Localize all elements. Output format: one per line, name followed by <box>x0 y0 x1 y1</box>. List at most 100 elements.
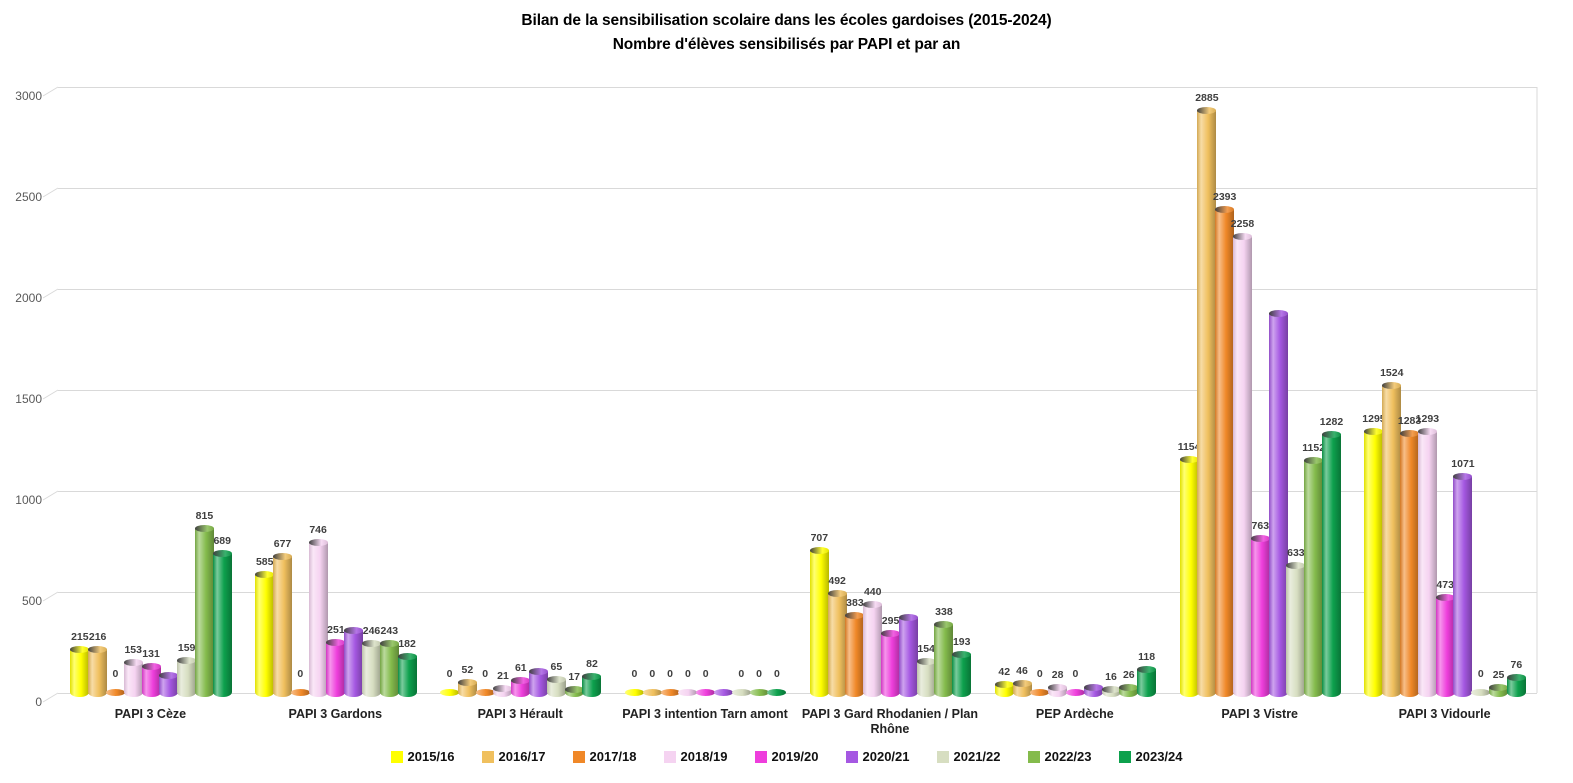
bar-label-2017-18-papi-3-c-ze: 0 <box>112 667 119 680</box>
bar-2020-21-papi-3-vidourle <box>1453 476 1473 697</box>
bar-cap-2019-20-papi-3-h-rault <box>511 677 531 685</box>
bar-label-2023-24-papi-3-h-rault: 82 <box>586 657 598 670</box>
bar-label-2016-17-papi-3-gardons: 677 <box>273 537 292 550</box>
bar-2016-17-papi-3-vistre <box>1197 110 1217 697</box>
bar-label-2018-19-papi-3-vistre: 2258 <box>1230 218 1255 231</box>
bar-zero-2017-18-papi-3-intention-tarn-amont <box>660 689 680 696</box>
bar-cap-2016-17-papi-3-vistre <box>1197 106 1217 114</box>
bar-cap-2022-23-pep-ard-che <box>1119 684 1139 692</box>
bar-label-2019-20-papi-3-intention-tarn-amont: 0 <box>702 667 709 680</box>
bar-label-2019-20-pep-ard-che: 0 <box>1072 667 1079 680</box>
legend-item-2017-18: 2017/18 <box>572 749 637 764</box>
bar-label-2018-19-papi-3-gardons: 746 <box>309 523 327 536</box>
bar-2022-23-papi-3-vidourle <box>1489 687 1509 697</box>
bar-cap-2022-23-papi-3-h-rault <box>564 686 584 694</box>
bar-cap-2020-21-papi-3-vistre <box>1268 309 1288 317</box>
gridline-2000 <box>58 289 1537 290</box>
bar-label-2015-16-papi-3-h-rault: 0 <box>446 667 453 680</box>
legend-swatch-2016-17 <box>481 750 494 763</box>
bar-2016-17-papi-3-c-ze <box>88 649 108 697</box>
legend-item-2021-22: 2021/22 <box>936 749 1001 764</box>
category-label-papi-3-vidourle: PAPI 3 Vidourle <box>1398 707 1491 721</box>
gridline-1500 <box>58 390 1537 391</box>
bar-2021-22-papi-3-gard-rhodanien-plan-rh-ne <box>916 661 936 697</box>
legend-item-2018-19: 2018/19 <box>663 749 728 764</box>
bar-label-2021-22-papi-3-intention-tarn-amont: 0 <box>738 667 745 680</box>
bar-label-2021-22-papi-3-vidourle: 0 <box>1477 667 1484 680</box>
y-tick-label-2000: 2000 <box>15 291 42 305</box>
bar-2016-17-papi-3-gardons <box>273 556 292 697</box>
bar-cap-2021-22-papi-3-c-ze <box>177 657 197 665</box>
category-label-papi-3-c-ze: PAPI 3 Cèze <box>114 707 187 721</box>
bar-label-2016-17-pep-ard-che: 46 <box>1016 665 1028 678</box>
y-tick-label-500: 500 <box>21 594 42 608</box>
bar-cap-2015-16-papi-3-c-ze <box>70 646 90 654</box>
bar-2018-19-papi-3-gardons <box>308 542 328 697</box>
y-tick-label-1500: 1500 <box>15 392 42 406</box>
chart-title: Bilan de la sensibilisation scolaire dan… <box>0 9 1573 56</box>
bar-2020-21-papi-3-h-rault <box>529 671 549 697</box>
gridline-2500 <box>58 188 1537 189</box>
legend-label-2016-17: 2016/17 <box>498 749 546 764</box>
bar-2018-19-papi-3-vistre <box>1232 236 1252 697</box>
bar-label-2015-16-papi-3-vidourle: 1295 <box>1362 412 1386 425</box>
legend-item-2023-24: 2023/24 <box>1118 749 1183 764</box>
bar-label-2018-19-papi-3-vidourle: 1293 <box>1415 413 1440 426</box>
legend-label-2023-24: 2023/24 <box>1135 749 1183 764</box>
legend-swatch-2020-21 <box>845 750 858 763</box>
bar-cap-2021-22-papi-3-gard-rhodanien-plan-rh-ne <box>916 658 936 666</box>
bar-2015-16-papi-3-vistre <box>1179 459 1199 697</box>
bar-cap-2018-19-papi-3-gardons <box>308 538 328 546</box>
legend-item-2022-23: 2022/23 <box>1027 749 1092 764</box>
bar-cap-2019-20-papi-3-vistre <box>1250 535 1270 543</box>
bar-label-2017-18-pep-ard-che: 0 <box>1036 667 1043 680</box>
bar-cap-2023-24-papi-3-h-rault <box>582 672 602 680</box>
legend-swatch-2018-19 <box>663 750 676 763</box>
bar-2019-20-papi-3-gardons <box>326 642 346 697</box>
bar-label-2023-24-papi-3-intention-tarn-amont: 0 <box>773 667 780 680</box>
bar-label-2018-19-papi-3-h-rault: 21 <box>497 670 509 683</box>
bar-cap-2021-22-papi-3-gardons <box>362 639 381 647</box>
category-label-papi-3-gardons: PAPI 3 Gardons <box>288 707 383 721</box>
bar-2016-17-papi-3-h-rault <box>457 682 477 697</box>
bar-zero-2019-20-papi-3-intention-tarn-amont <box>696 689 716 696</box>
bar-zero-2023-24-papi-3-intention-tarn-amont <box>767 689 787 696</box>
bar-zero-2020-21-papi-3-intention-tarn-amont <box>713 689 733 696</box>
bar-label-2023-24-papi-3-vistre: 1282 <box>1319 415 1344 428</box>
bar-label-2017-18-papi-3-h-rault: 0 <box>482 667 489 680</box>
bar-2023-24-papi-3-gardons <box>397 656 417 697</box>
bar-cap-2019-20-papi-3-vidourle <box>1435 593 1455 601</box>
bar-cap-2016-17-papi-3-h-rault <box>457 678 477 686</box>
bar-cap-2022-23-papi-3-vidourle <box>1489 684 1509 692</box>
bar-label-2018-19-papi-3-intention-tarn-amont: 0 <box>684 667 691 680</box>
legend-swatch-2019-20 <box>754 750 767 763</box>
bar-cap-2021-22-papi-3-h-rault <box>546 676 566 684</box>
bar-2023-24-papi-3-h-rault <box>582 676 602 697</box>
bar-cap-2015-16-papi-3-gardons <box>255 571 275 579</box>
bar-cap-2022-23-papi-3-gard-rhodanien-plan-rh-ne <box>934 621 954 629</box>
bar-cap-2016-17-papi-3-gardons <box>273 552 292 560</box>
bar-2015-16-papi-3-vidourle <box>1364 431 1384 697</box>
bar-2021-22-pep-ard-che <box>1101 689 1121 697</box>
bar-label-2017-18-papi-3-gardons: 0 <box>297 667 304 680</box>
bar-cap-2020-21-papi-3-c-ze <box>159 672 179 680</box>
bar-cap-2022-23-papi-3-c-ze <box>194 524 214 532</box>
bar-2019-20-papi-3-gard-rhodanien-plan-rh-ne <box>881 633 901 697</box>
bar-label-2015-16-papi-3-intention-tarn-amont: 0 <box>631 667 638 680</box>
legend-label-2015-16: 2015/16 <box>407 749 455 764</box>
bar-cap-2023-24-papi-3-gardons <box>397 652 417 660</box>
bar-cap-2019-20-papi-3-c-ze <box>141 663 161 671</box>
bar-label-2021-22-papi-3-gardons: 246 <box>362 624 381 637</box>
legend: 2015/16 2016/17 2017/18 2018/19 2019/20 2020/… <box>0 749 1573 764</box>
bar-zero-2019-20-pep-ard-che <box>1065 689 1085 696</box>
bar-cap-2018-19-papi-3-gard-rhodanien-plan-rh-ne <box>863 600 883 608</box>
y-tick-label-0: 0 <box>35 695 42 709</box>
bar-zero-2015-16-papi-3-h-rault <box>440 689 460 696</box>
bar-2018-19-pep-ard-che <box>1048 687 1068 697</box>
bar-label-2017-18-papi-3-intention-tarn-amont: 0 <box>667 667 673 680</box>
bar-zero-2021-22-papi-3-intention-tarn-amont <box>731 689 751 696</box>
bar-label-2019-20-papi-3-vistre: 763 <box>1251 520 1270 533</box>
bar-label-2017-18-papi-3-vistre: 2393 <box>1213 191 1237 204</box>
bar-label-2022-23-papi-3-vidourle: 25 <box>1492 669 1505 682</box>
bar-2020-21-pep-ard-che <box>1083 687 1103 697</box>
